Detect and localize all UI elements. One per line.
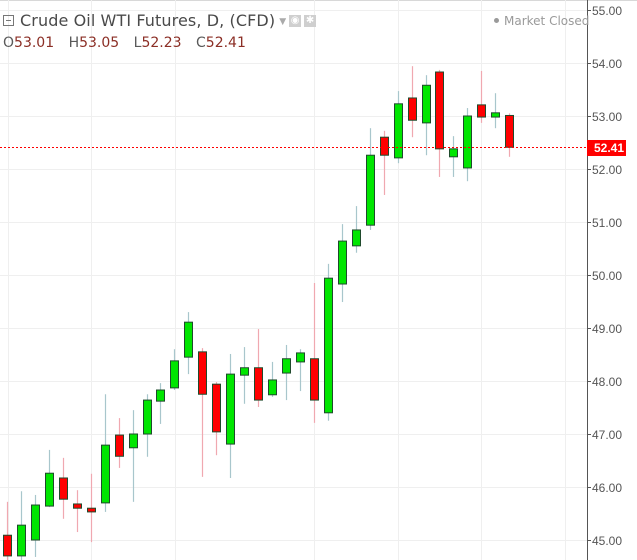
chevron-down-icon[interactable]: ▼ (279, 16, 287, 27)
candle-up (282, 344, 291, 401)
candle-down (435, 69, 444, 177)
price-tick-label: 53.00 (592, 110, 623, 124)
close-label: C (196, 35, 206, 51)
candle-up (268, 361, 277, 397)
price-tick-label: 45.00 (592, 534, 623, 548)
candle-up (226, 353, 235, 478)
candle-up (17, 491, 26, 560)
candle-up (184, 312, 193, 375)
price-tick-label: 48.00 (592, 375, 623, 389)
candle-down (198, 348, 207, 477)
candle-up (422, 75, 431, 156)
candle-up (45, 449, 54, 508)
candle-up (338, 224, 347, 303)
candle-up (394, 91, 403, 164)
candle-down (212, 382, 221, 456)
price-axis[interactable] (587, 0, 591, 560)
price-tick-label: 55.00 (592, 4, 623, 18)
candle-down (310, 282, 319, 423)
candle-down (380, 130, 389, 195)
price-tick-label: 49.00 (592, 322, 623, 336)
symbol-title[interactable]: Crude Oil WTI Futures, D, (CFD) (20, 11, 276, 30)
candle-up (352, 206, 361, 253)
price-tick-label: 47.00 (592, 428, 623, 442)
high-value: 53.05 (79, 35, 120, 51)
low-value: 52.23 (141, 35, 182, 51)
candle-down (408, 66, 417, 138)
candle-down (477, 70, 486, 123)
candle-down (3, 501, 12, 560)
price-tick-label: 52.00 (592, 163, 623, 177)
candle-down (59, 457, 68, 519)
price-tick-label: 46.00 (592, 481, 623, 495)
candle-down (115, 418, 124, 468)
candle-up (491, 93, 500, 129)
open-value: 53.01 (14, 35, 55, 51)
candle-up (143, 394, 152, 457)
status-dot-icon (494, 18, 499, 23)
price-tick-label: 54.00 (592, 57, 623, 71)
price-tick-label: 50.00 (592, 269, 623, 283)
candle-up (101, 394, 110, 512)
ohlc-values: O53.01 H53.05 L52.23 C52.41 (3, 35, 256, 51)
candle-up (324, 263, 333, 421)
candles (3, 66, 514, 560)
collapse-icon[interactable] (3, 15, 14, 26)
candle-up (31, 494, 40, 557)
close-value: 52.41 (205, 35, 246, 51)
candle-up (170, 349, 179, 391)
high-label: H (68, 35, 80, 51)
candle-up (296, 349, 305, 392)
candle-down (73, 490, 82, 533)
eye-icon[interactable]: ◉ (289, 14, 302, 27)
open-label: O (3, 35, 15, 51)
candle-up (463, 108, 472, 182)
candle-up (449, 136, 458, 177)
candle-up (129, 410, 138, 502)
candle-up (366, 128, 375, 230)
candle-up (240, 347, 249, 404)
chart-legend-header: Crude Oil WTI Futures, D, (CFD) ▼ ◉ ✱ (3, 11, 317, 30)
market-status: Market Closed (494, 14, 589, 28)
low-label: L (133, 35, 142, 51)
candle-down (254, 329, 263, 407)
last-price-label: 52.41 (587, 139, 626, 156)
price-tick-label: 51.00 (592, 216, 623, 230)
candle-down (505, 113, 514, 157)
candle-up (156, 383, 165, 424)
candle-down (87, 473, 96, 543)
gear-icon[interactable]: ✱ (304, 14, 317, 27)
market-status-text: Market Closed (504, 14, 590, 28)
